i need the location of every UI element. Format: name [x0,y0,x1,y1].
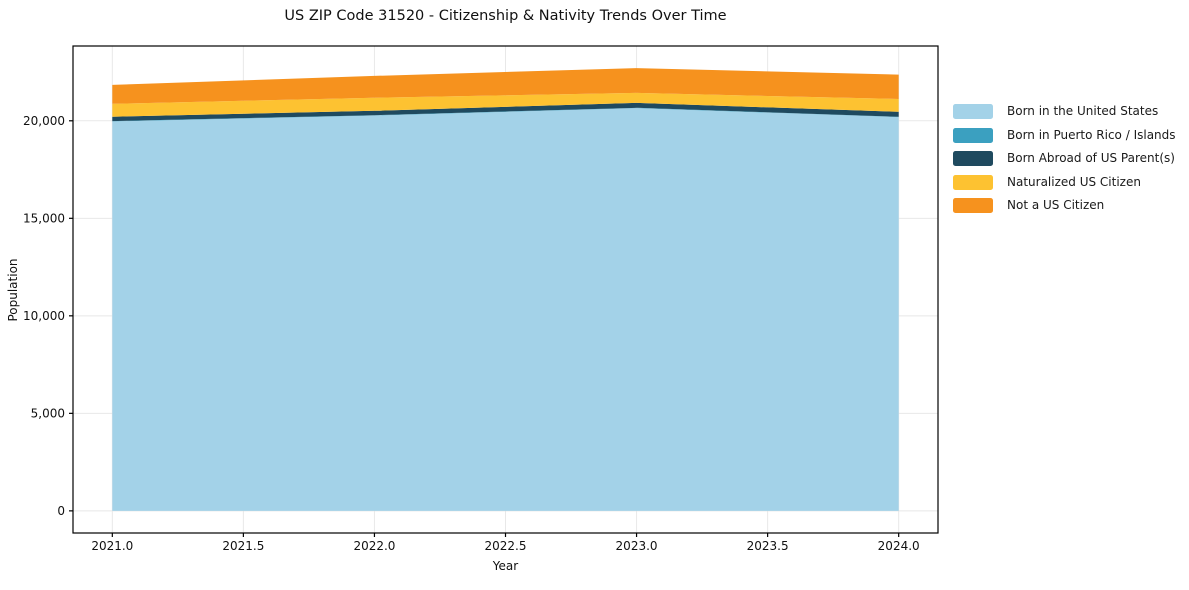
x-axis-label: Year [492,559,519,573]
legend-label: Naturalized US Citizen [1007,174,1141,189]
legend-label: Born in the United States [1007,104,1159,118]
y-tick-label: 15,000 [23,211,65,225]
legend: Born in the United States Born in Puerto … [953,104,1176,213]
legend-item: Born Abroad of US Parent(s) [953,151,1176,166]
area-series-2 [112,102,899,122]
legend-swatch-icon [953,174,993,190]
x-tick-label: 2021.0 [91,539,133,553]
legend-item: Born in Puerto Rico / Islands [953,127,1176,143]
x-tick-label: 2021.5 [222,539,264,553]
legend-label: Born in Puerto Rico / Islands [1007,127,1176,142]
y-axis-label: Population [6,258,20,322]
x-tick-label: 2023.0 [616,539,658,553]
area-series-4 [112,68,899,104]
legend-label: Born Abroad of US Parent(s) [1007,151,1175,165]
y-tick-label: 0 [57,504,65,518]
y-tick-label: 20,000 [23,114,65,128]
y-tick-label: 5,000 [31,406,65,420]
chart-title: US ZIP Code 31520 - Citizenship & Nativi… [284,8,727,24]
legend-item: Not a US Citizen [953,198,1176,213]
legend-swatch-icon [953,104,993,119]
legend-item: Born in the United States [953,104,1176,119]
legend-item: Naturalized US Citizen [953,174,1176,190]
x-tick-label: 2023.5 [747,539,789,553]
area-series-3 [112,92,899,117]
x-tick-label: 2022.5 [485,539,527,553]
x-tick-label: 2022.0 [353,539,395,553]
legend-label: Not a US Citizen [1007,198,1105,212]
area-series-0 [112,108,899,511]
legend-swatch-icon [953,198,993,213]
legend-swatch-icon [953,151,993,166]
x-tick-label: 2024.0 [878,539,920,553]
y-tick-label: 10,000 [23,309,65,323]
legend-swatch-icon [953,127,993,143]
